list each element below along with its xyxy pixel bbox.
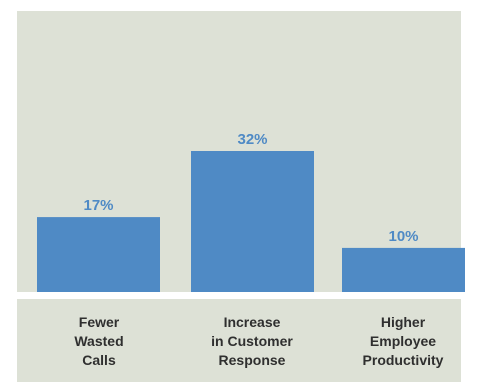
- category-label-3-line-1: Higher: [381, 314, 426, 330]
- category-label-3-line-2: Employee: [370, 333, 436, 349]
- category-label-1-line-3: Calls: [82, 352, 116, 368]
- bar-1: [37, 217, 160, 292]
- value-label-2: 32%: [237, 131, 267, 148]
- category-labels-layer: Fewer Wasted Calls Increase in Customer Respo…: [74, 314, 443, 368]
- category-label-2-line-1: Increase: [224, 314, 281, 330]
- category-label-1-line-1: Fewer: [79, 314, 120, 330]
- category-label-3-line-3: Productivity: [363, 352, 444, 368]
- category-panel: [17, 299, 461, 382]
- bars-layer: [37, 151, 465, 292]
- category-label-2-line-3: Response: [219, 352, 286, 368]
- category-label-2-line-2: in Customer: [211, 333, 293, 349]
- value-labels-layer: 17% 32% 10%: [83, 131, 418, 245]
- bar-2: [191, 151, 314, 292]
- category-label-1-line-2: Wasted: [74, 333, 123, 349]
- bar-3: [342, 247, 465, 292]
- value-label-1: 17%: [83, 197, 113, 214]
- value-label-3: 10%: [388, 228, 418, 245]
